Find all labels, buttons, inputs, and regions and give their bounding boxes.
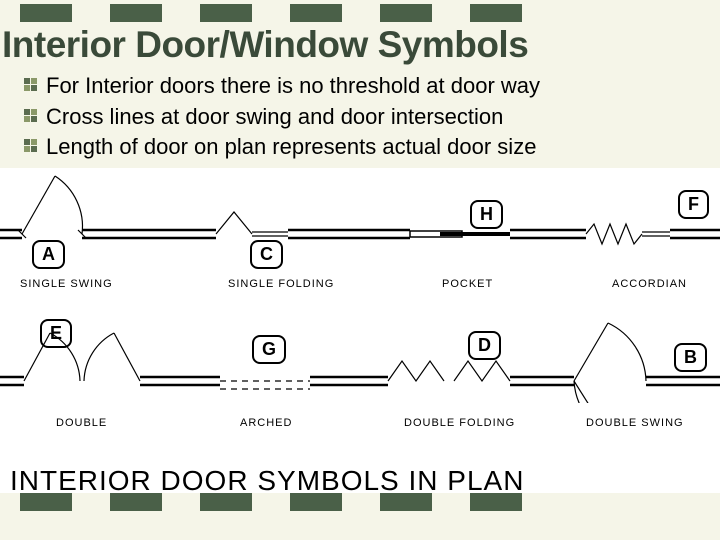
- symbol-double-folding: D DOUBLE FOLDING: [360, 303, 550, 408]
- symbol-double-swing: B DOUBLE SWING: [550, 303, 720, 408]
- decor-square: [470, 4, 522, 22]
- symbol-letter: G: [252, 335, 286, 364]
- bullet-icon: [24, 109, 38, 123]
- decor-square: [290, 493, 342, 511]
- decor-square: [200, 4, 252, 22]
- bullet-item: For Interior doors there is no threshold…: [24, 72, 720, 101]
- symbol-single-swing: A SINGLE SWING: [0, 168, 180, 265]
- symbol-letter: B: [674, 343, 707, 372]
- symbol-letter: E: [40, 319, 72, 348]
- symbol-caption: DOUBLE FOLDING: [404, 417, 515, 429]
- bullet-text: Length of door on plan represents actual…: [46, 133, 536, 162]
- symbol-letter: C: [250, 240, 283, 269]
- symbol-caption: SINGLE SWING: [20, 278, 113, 290]
- bullet-icon: [24, 78, 38, 92]
- symbol-arched: G ARCHED: [180, 303, 360, 408]
- bullet-text: For Interior doors there is no threshold…: [46, 72, 540, 101]
- bullet-item: Cross lines at door swing and door inter…: [24, 103, 720, 132]
- symbol-caption: ARCHED: [240, 417, 292, 429]
- bullet-list: For Interior doors there is no threshold…: [0, 72, 720, 162]
- symbol-pocket: H POCKET: [380, 168, 550, 265]
- decor-square: [20, 4, 72, 22]
- symbol-double: E DOUBLE: [0, 303, 180, 408]
- decor-square: [470, 493, 522, 511]
- decor-square: [20, 493, 72, 511]
- decor-square: [110, 493, 162, 511]
- decor-square: [110, 4, 162, 22]
- symbol-caption: SINGLE FOLDING: [228, 278, 334, 290]
- symbol-caption: DOUBLE: [56, 417, 107, 429]
- bullet-icon: [24, 139, 38, 153]
- bullet-text: Cross lines at door swing and door inter…: [46, 103, 503, 132]
- slide-title: Interior Door/Window Symbols: [0, 22, 720, 72]
- symbol-caption: DOUBLE SWING: [586, 417, 684, 429]
- symbol-letter: D: [468, 331, 501, 360]
- symbol-caption: POCKET: [442, 278, 493, 290]
- top-decorative-squares: [0, 0, 720, 22]
- symbol-letter: H: [470, 200, 503, 229]
- symbol-accordian: F ACCORDIAN: [550, 168, 720, 265]
- symbol-caption: ACCORDIAN: [612, 278, 687, 290]
- bullet-item: Length of door on plan represents actual…: [24, 133, 720, 162]
- diagram-area: A SINGLE SWING C SINGLE FOLDING: [0, 168, 720, 513]
- symbol-letter: F: [678, 190, 709, 219]
- symbol-letter: A: [32, 240, 65, 269]
- symbol-single-folding: C SINGLE FOLDING: [180, 168, 380, 265]
- decor-square: [380, 4, 432, 22]
- decor-square: [200, 493, 252, 511]
- decor-square: [290, 4, 342, 22]
- decor-square: [380, 493, 432, 511]
- bottom-decorative-squares: [0, 493, 720, 513]
